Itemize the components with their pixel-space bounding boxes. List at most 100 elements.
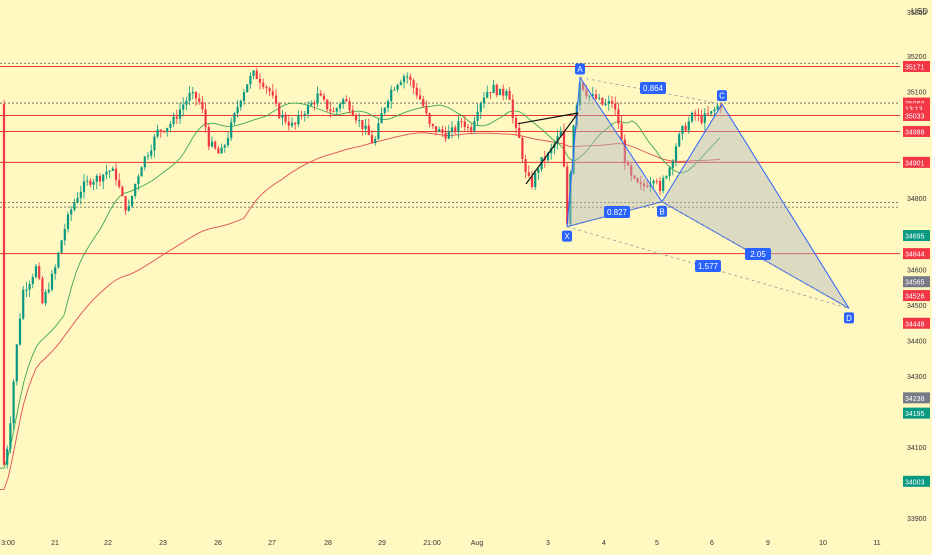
- candle-body: [169, 123, 172, 128]
- candle-body: [380, 112, 383, 124]
- trendline[interactable]: [525, 112, 579, 185]
- x-tick-label: 3: [546, 540, 550, 547]
- x-tick-label: 21: [51, 540, 59, 547]
- candle-body: [422, 99, 425, 107]
- candle-body: [396, 84, 399, 90]
- candle-body: [505, 90, 508, 96]
- ratio-label: 0.827: [607, 208, 628, 217]
- candle-body: [441, 129, 444, 133]
- candle-body: [521, 137, 524, 160]
- price-tag-label: 35033: [905, 113, 925, 120]
- candle-body: [143, 156, 146, 168]
- candle-body: [41, 278, 44, 304]
- pattern-point-d[interactable]: [844, 312, 854, 324]
- y-tick-label: 34300: [907, 374, 927, 381]
- candle-body: [22, 289, 25, 319]
- candle-body: [303, 113, 306, 116]
- candle-body: [262, 82, 265, 87]
- candle-body: [569, 173, 572, 224]
- ratio-badge[interactable]: [604, 206, 630, 218]
- candle-body: [335, 108, 338, 112]
- candle-body: [278, 103, 281, 118]
- candle-body: [607, 101, 610, 104]
- candle-body: [246, 84, 249, 93]
- candle-body: [25, 289, 28, 291]
- candle-body: [66, 214, 70, 230]
- candle-body: [684, 125, 687, 131]
- candle-body: [294, 122, 297, 125]
- price-tag-label: 34901: [905, 160, 925, 167]
- candle-body: [332, 111, 335, 113]
- pattern-point-b[interactable]: [657, 205, 667, 217]
- y-tick-label: 34100: [907, 445, 927, 452]
- x-tick-label: 27: [268, 540, 276, 547]
- y-tick-label: 33900: [907, 516, 927, 523]
- candle-body: [409, 76, 412, 81]
- candle-body: [214, 141, 217, 149]
- candle-body: [54, 267, 57, 274]
- candle-body: [585, 89, 588, 97]
- candle-body: [348, 101, 351, 111]
- candle-body: [498, 88, 502, 96]
- candle-body: [415, 87, 418, 96]
- price-tag: [903, 317, 930, 329]
- candle-body: [178, 109, 182, 119]
- moving-average-red: [0, 132, 721, 490]
- candle-body: [537, 169, 540, 173]
- ratio-badge[interactable]: [640, 82, 666, 94]
- pattern-point-a[interactable]: [575, 63, 585, 75]
- x-tick-label: 9: [766, 540, 770, 547]
- ratio-badge[interactable]: [695, 260, 721, 272]
- candle-body: [617, 109, 620, 124]
- candle-body: [354, 115, 358, 121]
- candle-body: [82, 181, 86, 192]
- y-tick-label: 35100: [907, 90, 927, 97]
- x-tick-label: 21:00: [423, 540, 441, 547]
- candle-body: [239, 100, 242, 108]
- ratio-badge[interactable]: [745, 248, 771, 260]
- candle-body: [428, 113, 431, 124]
- candle-body: [121, 186, 124, 197]
- price-tag: [903, 290, 930, 302]
- candle-body: [188, 93, 191, 101]
- candle-body: [598, 97, 601, 99]
- candle-body: [86, 180, 89, 182]
- pattern-point-label: X: [564, 232, 570, 241]
- candle-body: [706, 113, 710, 115]
- x-tick-label: 10: [819, 540, 827, 547]
- candle-body: [153, 136, 156, 151]
- candle-body: [457, 121, 460, 132]
- candle-body: [98, 175, 102, 182]
- candle-body: [156, 129, 159, 137]
- pattern-point-x[interactable]: [562, 230, 572, 242]
- candle-body: [38, 266, 41, 279]
- candle-body: [220, 147, 223, 154]
- x-tick-label: 22: [104, 540, 112, 547]
- candle-body: [44, 292, 47, 304]
- candle-body: [201, 101, 204, 110]
- candle-body: [175, 116, 178, 119]
- candle-body: [383, 107, 386, 113]
- trendline[interactable]: [517, 112, 579, 125]
- candle-body: [700, 115, 703, 123]
- candle-body: [614, 103, 617, 110]
- candle-body: [268, 88, 271, 92]
- candle-body: [236, 107, 239, 114]
- candle-body: [310, 103, 313, 106]
- y-tick-label: 34600: [907, 267, 927, 274]
- candle-body: [150, 150, 153, 156]
- pattern-point-c[interactable]: [717, 90, 727, 102]
- candle-body: [454, 127, 457, 132]
- candle-body: [658, 181, 662, 191]
- candle-body: [518, 127, 521, 138]
- price-tag: [903, 392, 930, 404]
- candle-body: [271, 91, 274, 96]
- candle-body: [15, 344, 18, 382]
- candle-body: [511, 99, 514, 119]
- candle-body: [284, 114, 287, 122]
- candle-body: [492, 84, 495, 94]
- candle-body: [6, 448, 9, 465]
- candle-body: [473, 120, 476, 131]
- candle-body: [588, 95, 591, 97]
